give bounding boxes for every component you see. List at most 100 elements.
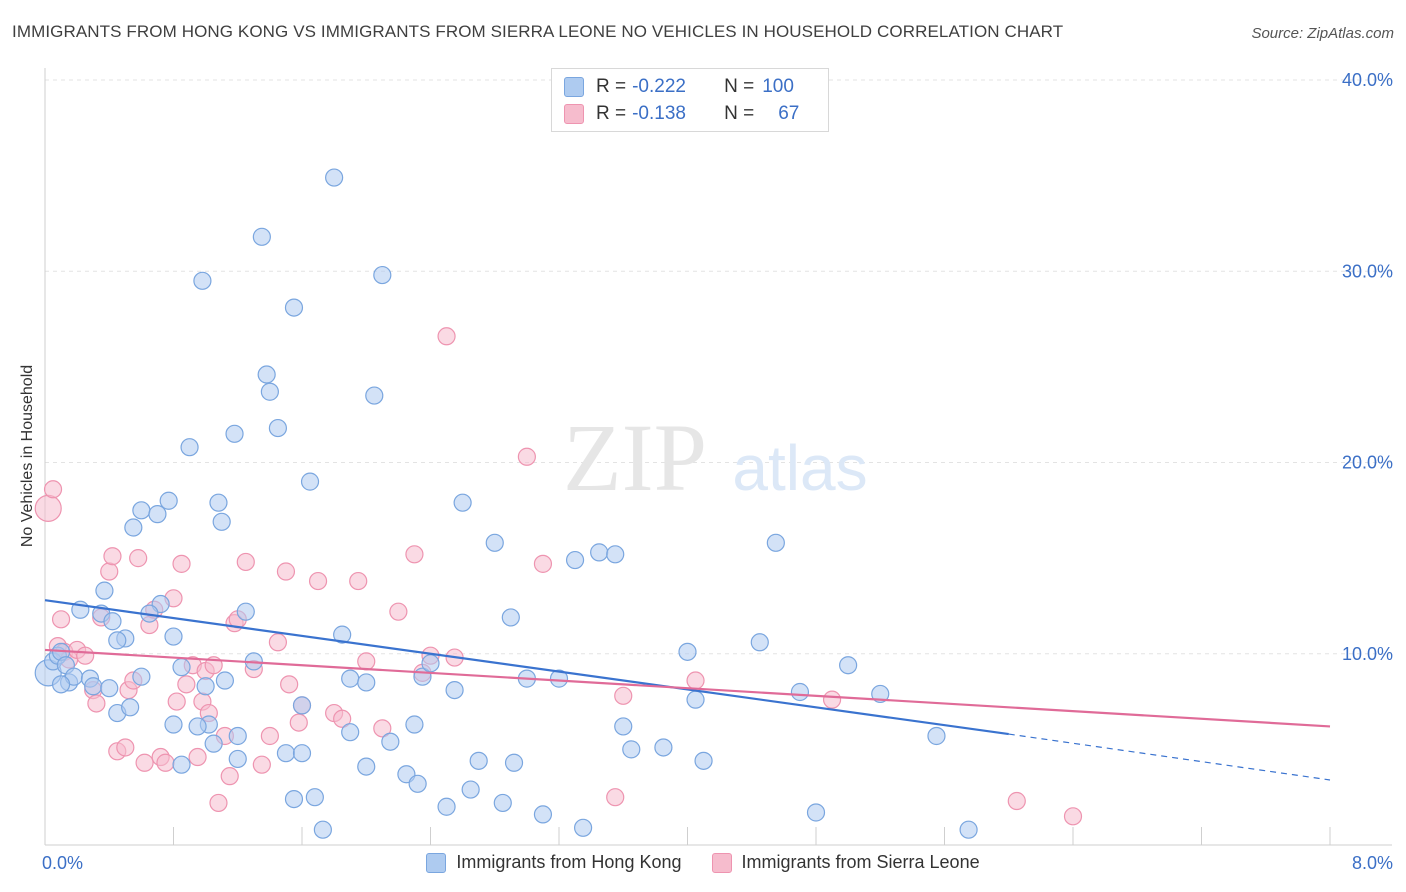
- data-point: [103, 547, 122, 566]
- data-point: [959, 820, 978, 839]
- data-point: [260, 382, 279, 401]
- data-point: [622, 740, 641, 759]
- data-point: [445, 680, 464, 700]
- data-point: [333, 709, 352, 728]
- data-point: [135, 753, 154, 772]
- data-point: [694, 751, 713, 770]
- data-point: [172, 755, 191, 774]
- chart-title: IMMIGRANTS FROM HONG KONG VS IMMIGRANTS …: [12, 22, 1064, 41]
- data-point: [565, 550, 585, 570]
- data-point: [159, 491, 178, 510]
- data-point: [389, 602, 408, 621]
- data-point: [76, 646, 95, 665]
- tick-labels: 10.0% 20.0% 30.0% 40.0% 0.0% 8.0%: [42, 70, 1393, 873]
- data-point: [871, 684, 890, 704]
- data-point: [357, 652, 376, 671]
- trend-line-hong-kong-extension: [1008, 733, 1331, 781]
- stats-n-label: N =: [724, 76, 755, 97]
- data-point: [313, 820, 332, 839]
- data-point: [501, 608, 520, 627]
- data-point: [84, 677, 103, 696]
- data-point: [485, 533, 504, 552]
- data-point: [164, 715, 183, 734]
- data-point: [606, 788, 625, 807]
- data-point: [280, 675, 299, 694]
- data-point: [1063, 807, 1083, 826]
- y-tick-label: 20.0%: [1342, 453, 1393, 473]
- data-point: [260, 726, 279, 746]
- legend-swatch-blue: [426, 852, 447, 873]
- data-point: [504, 753, 524, 772]
- trend-lines: [44, 599, 1331, 781]
- data-point: [51, 610, 71, 629]
- data-point: [177, 675, 196, 694]
- data-point: [1007, 791, 1026, 811]
- axes: [44, 68, 1392, 846]
- data-point: [453, 493, 472, 512]
- series-sierra-leone-points: [34, 327, 1083, 826]
- data-point: [188, 717, 207, 736]
- grid-lines: [45, 79, 1392, 655]
- data-point: [268, 633, 288, 652]
- data-point: [533, 805, 553, 824]
- data-point: [357, 673, 376, 692]
- data-point: [405, 545, 424, 564]
- data-point: [341, 669, 360, 688]
- data-point: [614, 686, 633, 705]
- data-point: [209, 493, 228, 512]
- data-point: [292, 744, 312, 763]
- data-point: [164, 627, 183, 646]
- legend-swatch-pink: [711, 852, 732, 873]
- y-tick-label: 30.0%: [1342, 261, 1393, 281]
- data-point: [172, 658, 191, 677]
- data-point: [517, 447, 536, 466]
- data-point: [308, 571, 328, 591]
- data-point: [678, 642, 697, 661]
- chart-legend: Immigrants from Hong Kong Immigrants fro…: [0, 852, 1406, 873]
- watermark-atlas: atlas: [732, 432, 867, 504]
- data-point: [325, 168, 344, 187]
- data-point: [225, 424, 244, 443]
- data-point: [116, 738, 135, 757]
- data-point: [236, 602, 255, 621]
- stats-r-value: -0.138: [632, 103, 686, 124]
- legend-item-sierra-leone[interactable]: Immigrants from Sierra Leone: [711, 852, 980, 873]
- data-point: [268, 418, 288, 438]
- data-point: [204, 734, 223, 753]
- data-point: [365, 386, 384, 405]
- data-point: [590, 543, 609, 562]
- data-point: [51, 675, 71, 694]
- data-point: [276, 744, 296, 763]
- stats-n-label: N =: [724, 103, 755, 124]
- legend-item-hong-kong[interactable]: Immigrants from Hong Kong: [426, 852, 682, 873]
- data-point: [34, 494, 62, 522]
- data-point: [156, 753, 175, 772]
- data-point: [437, 327, 456, 346]
- watermark-zip: ZIP: [563, 404, 707, 511]
- y-tick-label: 10.0%: [1342, 644, 1393, 664]
- data-point: [132, 667, 151, 686]
- data-point: [252, 227, 271, 246]
- data-point: [193, 271, 212, 290]
- data-point: [790, 682, 810, 702]
- data-point: [129, 549, 148, 568]
- data-point: [766, 533, 785, 552]
- data-point: [606, 545, 625, 564]
- watermark: ZIP atlas: [563, 404, 868, 511]
- data-point: [822, 690, 842, 709]
- stats-r-label: R =: [596, 76, 627, 97]
- data-point: [196, 677, 215, 696]
- data-point: [927, 726, 946, 746]
- data-point: [148, 505, 167, 524]
- data-point: [103, 612, 122, 631]
- data-point: [349, 571, 368, 591]
- data-point: [408, 774, 427, 793]
- data-point: [220, 767, 239, 786]
- data-point: [43, 480, 63, 499]
- data-point: [573, 818, 593, 837]
- data-point: [292, 696, 312, 715]
- data-point: [405, 715, 424, 734]
- data-point: [215, 671, 234, 690]
- trend-line-sierra-leone: [44, 648, 1331, 728]
